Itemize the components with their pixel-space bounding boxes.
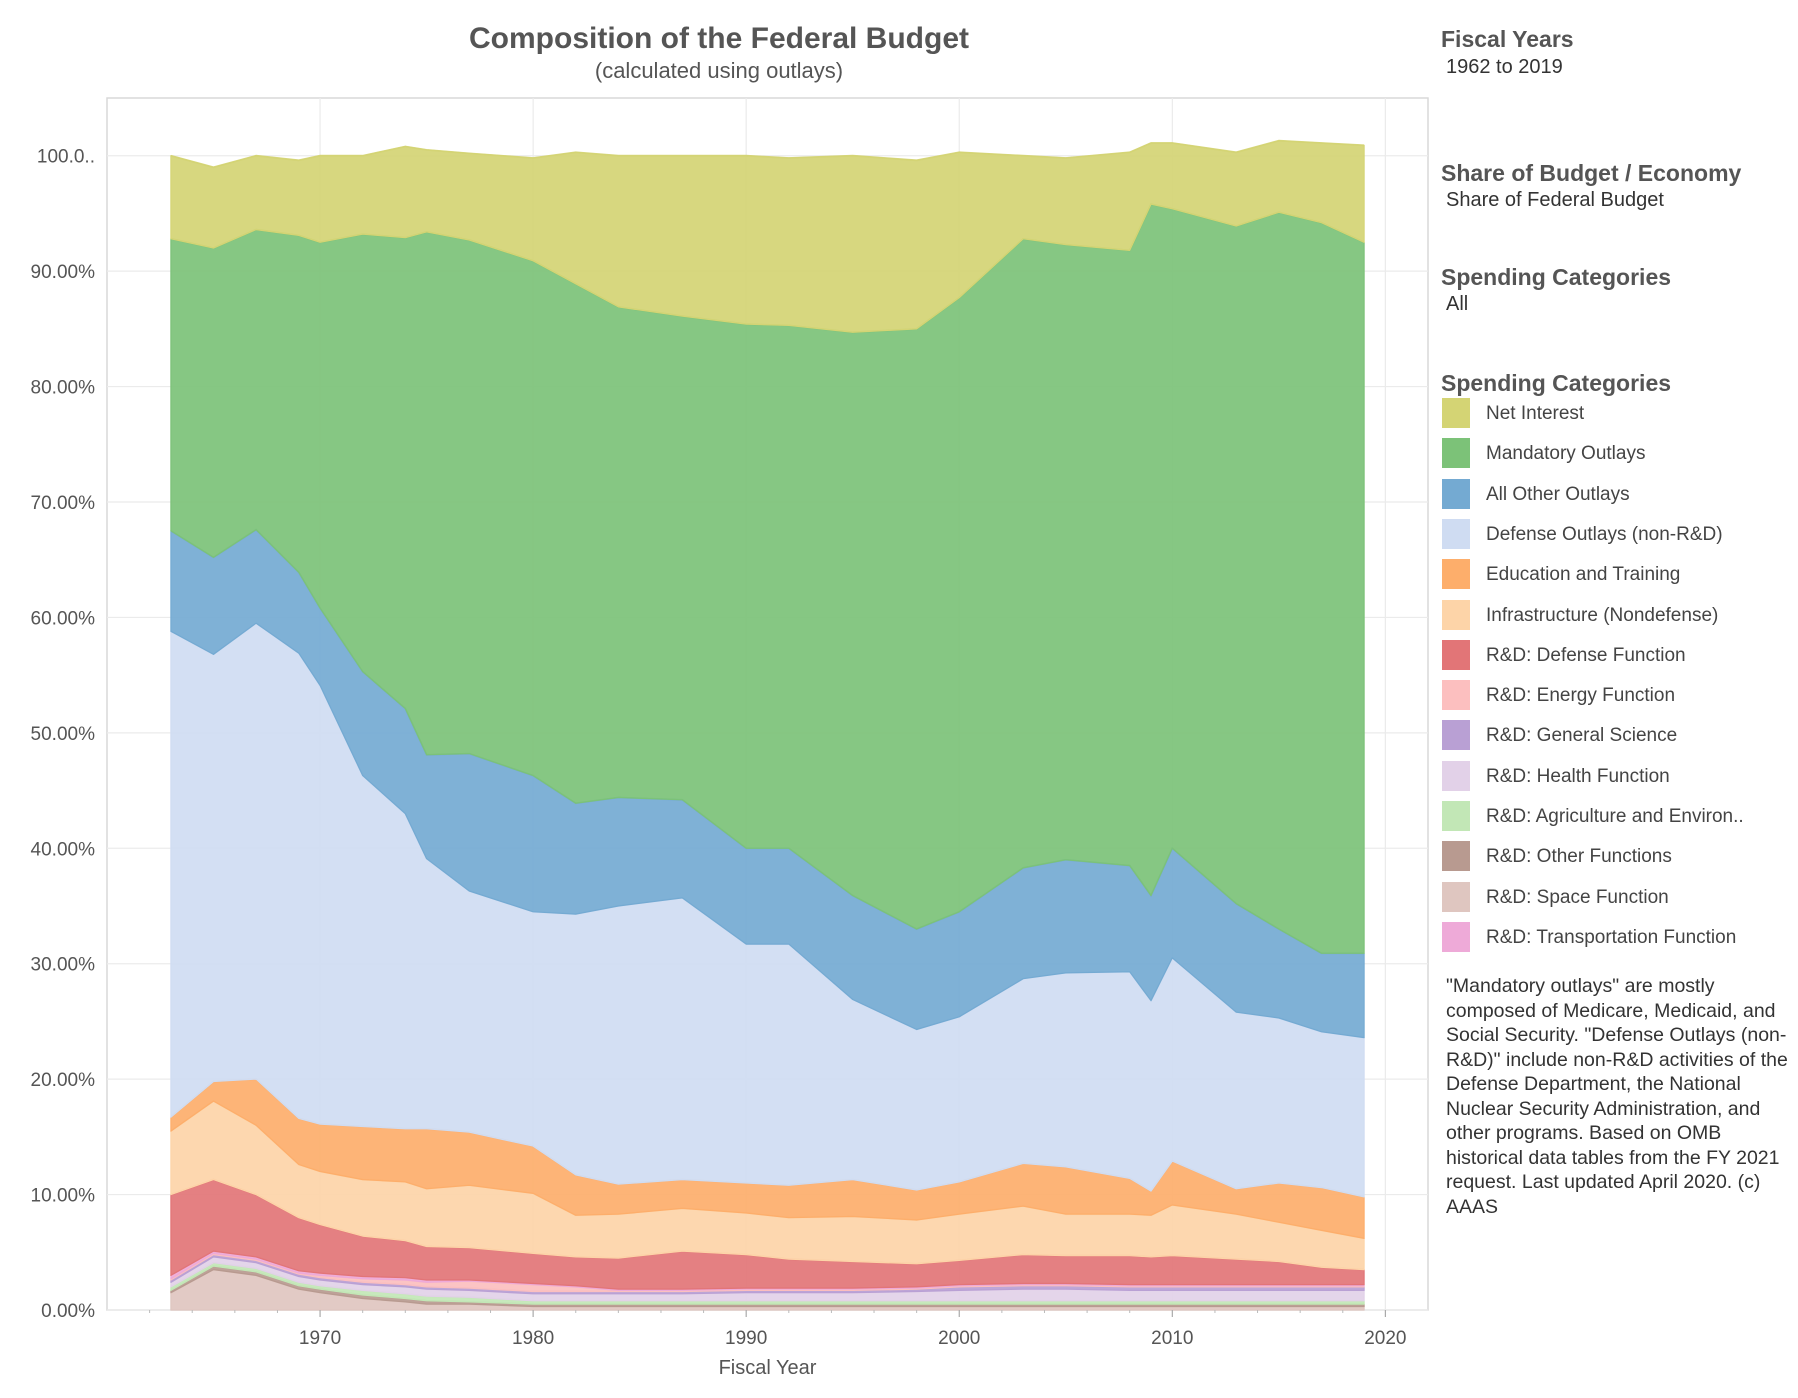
legend-item[interactable]: All Other Outlays bbox=[1442, 478, 1798, 513]
y-tick-label: 20.00% bbox=[31, 1070, 96, 1091]
legend-label: R&D: Energy Function bbox=[1486, 685, 1676, 707]
legend-swatch bbox=[1442, 518, 1470, 549]
y-tick-label: 100.0.. bbox=[37, 147, 95, 168]
legend-label: R&D: Agriculture and Environ.. bbox=[1486, 806, 1744, 827]
legend-item[interactable]: R&D: Space Function bbox=[1442, 881, 1798, 916]
filter-value-fiscal-years[interactable]: 1962 to 2019 bbox=[1446, 56, 1563, 78]
area-edge-net-interest bbox=[170, 139, 1365, 169]
x-axis-title: Fiscal Year bbox=[719, 1357, 817, 1379]
filter-value-spending-categories[interactable]: All bbox=[1446, 293, 1469, 315]
chart-axes: 0.00% 10.00% 20.00% 30.00% 40.00% 50.00% 60.00… bbox=[31, 147, 1407, 1379]
y-tick-label: 40.00% bbox=[31, 839, 96, 860]
legend-label: Infrastructure (Nondefense) bbox=[1486, 604, 1719, 626]
legend-swatch bbox=[1442, 921, 1470, 952]
legend-swatch bbox=[1442, 801, 1470, 831]
legend-label: Defense Outlays (non-R&D) bbox=[1486, 523, 1723, 545]
x-tick-label: 2000 bbox=[938, 1328, 980, 1349]
legend-label: R&D: Defense Function bbox=[1486, 644, 1686, 666]
legend-item[interactable]: Infrastructure (Nondefense) bbox=[1442, 599, 1798, 634]
y-tick-label: 0.00% bbox=[41, 1301, 95, 1322]
y-tick-label: 90.00% bbox=[31, 262, 96, 283]
chart-subtitle: (calculated using outlays) bbox=[594, 58, 844, 83]
legend-item[interactable]: R&D: Transportation Function bbox=[1442, 921, 1798, 956]
legend-swatch bbox=[1442, 841, 1470, 872]
legend-label: All Other Outlays bbox=[1486, 483, 1630, 505]
legend-label: Education and Training bbox=[1486, 564, 1681, 586]
legend-label: R&D: Transportation Function bbox=[1486, 926, 1737, 948]
legend-swatch bbox=[1442, 398, 1470, 428]
legend-swatch bbox=[1442, 478, 1470, 509]
legend-item[interactable]: R&D: Agriculture and Environ.. bbox=[1442, 801, 1798, 835]
filter-heading-spending-categories: Spending Categories bbox=[1441, 264, 1672, 290]
legend-item[interactable]: Net Interest bbox=[1442, 398, 1798, 432]
chart-areas bbox=[170, 139, 1365, 1311]
filter-heading-share: Share of Budget / Economy bbox=[1441, 160, 1742, 186]
legend-label: R&D: Space Function bbox=[1486, 886, 1669, 908]
legend-swatch bbox=[1442, 881, 1470, 912]
legend-title: Spending Categories bbox=[1441, 370, 1672, 396]
legend-item[interactable]: R&D: Energy Function bbox=[1442, 680, 1798, 714]
legend-swatch bbox=[1442, 720, 1470, 751]
stacked-area-chart[interactable]: 0.00% 10.00% 20.00% 30.00% 40.00% 50.00% 60.00… bbox=[0, 0, 1440, 1398]
legend-item[interactable]: Education and Training bbox=[1442, 559, 1798, 593]
footnote: "Mandatory outlays" are mostly composed … bbox=[1446, 975, 1788, 1218]
chart-title: Composition of the Federal Budget bbox=[469, 22, 969, 55]
legend-item[interactable]: R&D: Defense Function bbox=[1442, 639, 1798, 674]
filter-heading-fiscal-years: Fiscal Years bbox=[1441, 26, 1574, 52]
legend-label: R&D: Other Functions bbox=[1486, 846, 1672, 868]
legend-swatch bbox=[1442, 760, 1470, 791]
legend-label: Net Interest bbox=[1486, 403, 1585, 424]
legend-swatch bbox=[1442, 559, 1470, 590]
y-tick-label: 70.00% bbox=[31, 493, 96, 514]
legend-item[interactable]: R&D: Other Functions bbox=[1442, 841, 1798, 875]
x-tick-label: 1970 bbox=[299, 1328, 341, 1349]
legend-label: R&D: General Science bbox=[1486, 725, 1678, 747]
y-tick-label: 60.00% bbox=[31, 608, 96, 629]
legend-item[interactable]: Mandatory Outlays bbox=[1442, 438, 1798, 472]
y-tick-label: 50.00% bbox=[31, 724, 96, 745]
x-tick-label: 2020 bbox=[1364, 1328, 1406, 1349]
legend-swatch bbox=[1442, 438, 1470, 469]
x-tick-label: 1990 bbox=[725, 1328, 767, 1349]
legend-label: Mandatory Outlays bbox=[1486, 443, 1646, 465]
y-tick-label: 80.00% bbox=[31, 378, 96, 399]
legend-item[interactable]: Defense Outlays (non-R&D) bbox=[1442, 518, 1798, 553]
legend-label: R&D: Health Function bbox=[1486, 765, 1670, 787]
legend-swatch bbox=[1442, 639, 1470, 670]
legend-swatch bbox=[1442, 680, 1470, 711]
legend-swatch bbox=[1442, 599, 1470, 630]
x-tick-label: 2010 bbox=[1151, 1328, 1193, 1349]
legend-item[interactable]: R&D: General Science bbox=[1442, 720, 1798, 754]
filter-value-share[interactable]: Share of Federal Budget bbox=[1446, 189, 1664, 211]
y-tick-label: 10.00% bbox=[31, 1186, 96, 1207]
legend-item[interactable]: R&D: Health Function bbox=[1442, 760, 1798, 795]
y-tick-label: 30.00% bbox=[31, 955, 96, 976]
x-tick-label: 1980 bbox=[512, 1328, 554, 1349]
